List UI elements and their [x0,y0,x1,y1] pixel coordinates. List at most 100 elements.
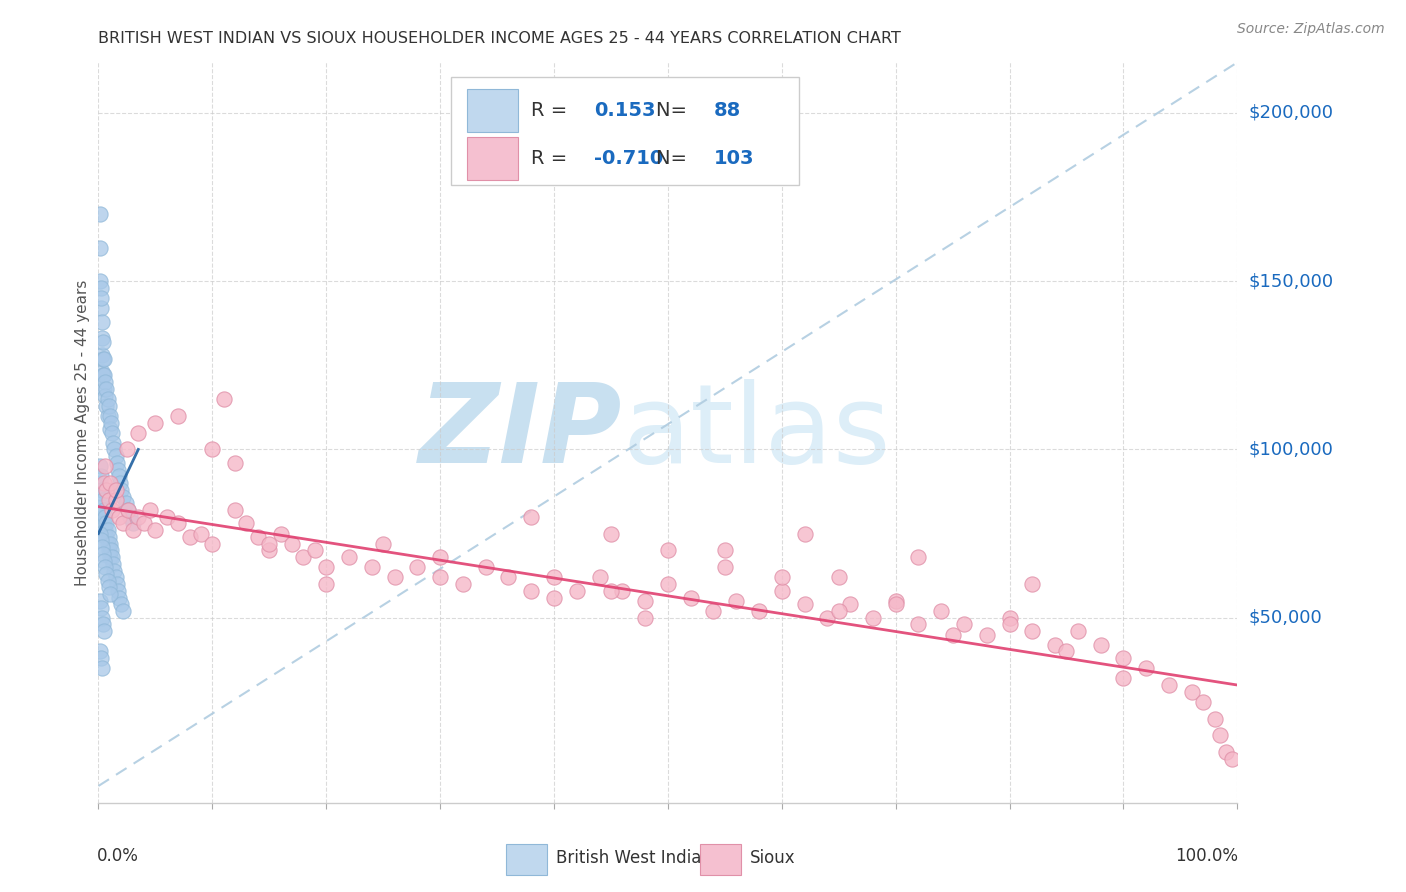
Point [828,570,851,584]
Point [1181,685,1204,699]
Point [793,526,815,541]
Text: -0.710: -0.710 [593,149,664,169]
Point [101,550,124,565]
Point [543,591,565,605]
Point [91,334,114,349]
Point [281,536,304,550]
Point [104,492,127,507]
Point [94,523,117,537]
Point [94,388,117,402]
Point [929,604,952,618]
Text: British West Indians: British West Indians [557,849,721,867]
Point [93,624,115,639]
Point [108,476,131,491]
Point [103,442,125,457]
Point [89,240,111,254]
Point [1157,678,1180,692]
Point [104,449,127,463]
Text: $200,000: $200,000 [1249,104,1333,122]
Point [121,516,143,531]
Point [103,557,125,571]
Point [103,564,125,578]
Point [815,610,838,624]
Point [90,600,112,615]
Point [714,543,737,558]
Point [117,503,139,517]
Point [907,617,929,632]
Point [702,604,724,618]
FancyBboxPatch shape [451,78,799,185]
Point [98,536,121,550]
Text: R =: R = [531,101,574,120]
Point [90,281,112,295]
Text: ZIP: ZIP [419,379,623,486]
Point [998,610,1021,624]
Point [201,442,224,457]
Point [304,543,326,558]
Point [107,583,129,598]
Point [224,456,246,470]
Point [634,610,657,624]
Point [94,459,117,474]
Point [884,594,907,608]
Point [96,536,118,550]
FancyBboxPatch shape [467,137,517,180]
FancyBboxPatch shape [700,844,741,875]
Point [91,368,114,383]
Text: BRITISH WEST INDIAN VS SIOUX HOUSEHOLDER INCOME AGES 25 - 44 YEARS CORRELATION C: BRITISH WEST INDIAN VS SIOUX HOUSEHOLDER… [98,31,901,46]
Point [94,375,117,389]
Point [543,570,565,584]
Point [145,523,167,537]
Point [292,550,315,565]
Point [90,486,112,500]
Point [1209,729,1232,743]
Point [93,503,115,517]
Point [90,661,112,675]
Point [108,509,131,524]
Point [1021,624,1043,639]
Point [565,583,588,598]
Point [588,570,610,584]
Text: atlas: atlas [623,379,891,486]
Point [93,553,115,567]
Text: 88: 88 [713,101,741,120]
Point [657,543,679,558]
Point [145,416,167,430]
Point [138,503,160,517]
Point [104,483,127,497]
Point [1215,745,1237,759]
Point [101,425,124,440]
Point [167,516,190,531]
Point [679,591,702,605]
Point [406,560,429,574]
Point [96,392,118,406]
Point [201,536,224,550]
Point [89,526,111,541]
Point [839,597,862,611]
FancyBboxPatch shape [506,844,547,875]
Point [315,560,337,574]
Point [725,594,748,608]
Point [94,560,117,574]
Point [112,516,135,531]
Point [96,574,118,588]
Point [337,550,360,565]
Y-axis label: Householder Income Ages 25 - 44 years: Householder Income Ages 25 - 44 years [75,279,90,586]
Point [98,422,121,436]
Point [96,523,118,537]
Point [93,516,115,531]
Point [90,500,112,514]
Point [179,530,201,544]
Point [212,392,235,406]
Point [115,442,138,457]
Point [127,509,149,524]
Point [89,594,111,608]
Point [224,503,246,517]
Point [259,536,281,550]
Point [1220,752,1243,766]
Point [98,550,121,565]
Point [371,536,394,550]
Point [90,610,112,624]
Point [120,509,142,524]
Point [714,560,737,574]
